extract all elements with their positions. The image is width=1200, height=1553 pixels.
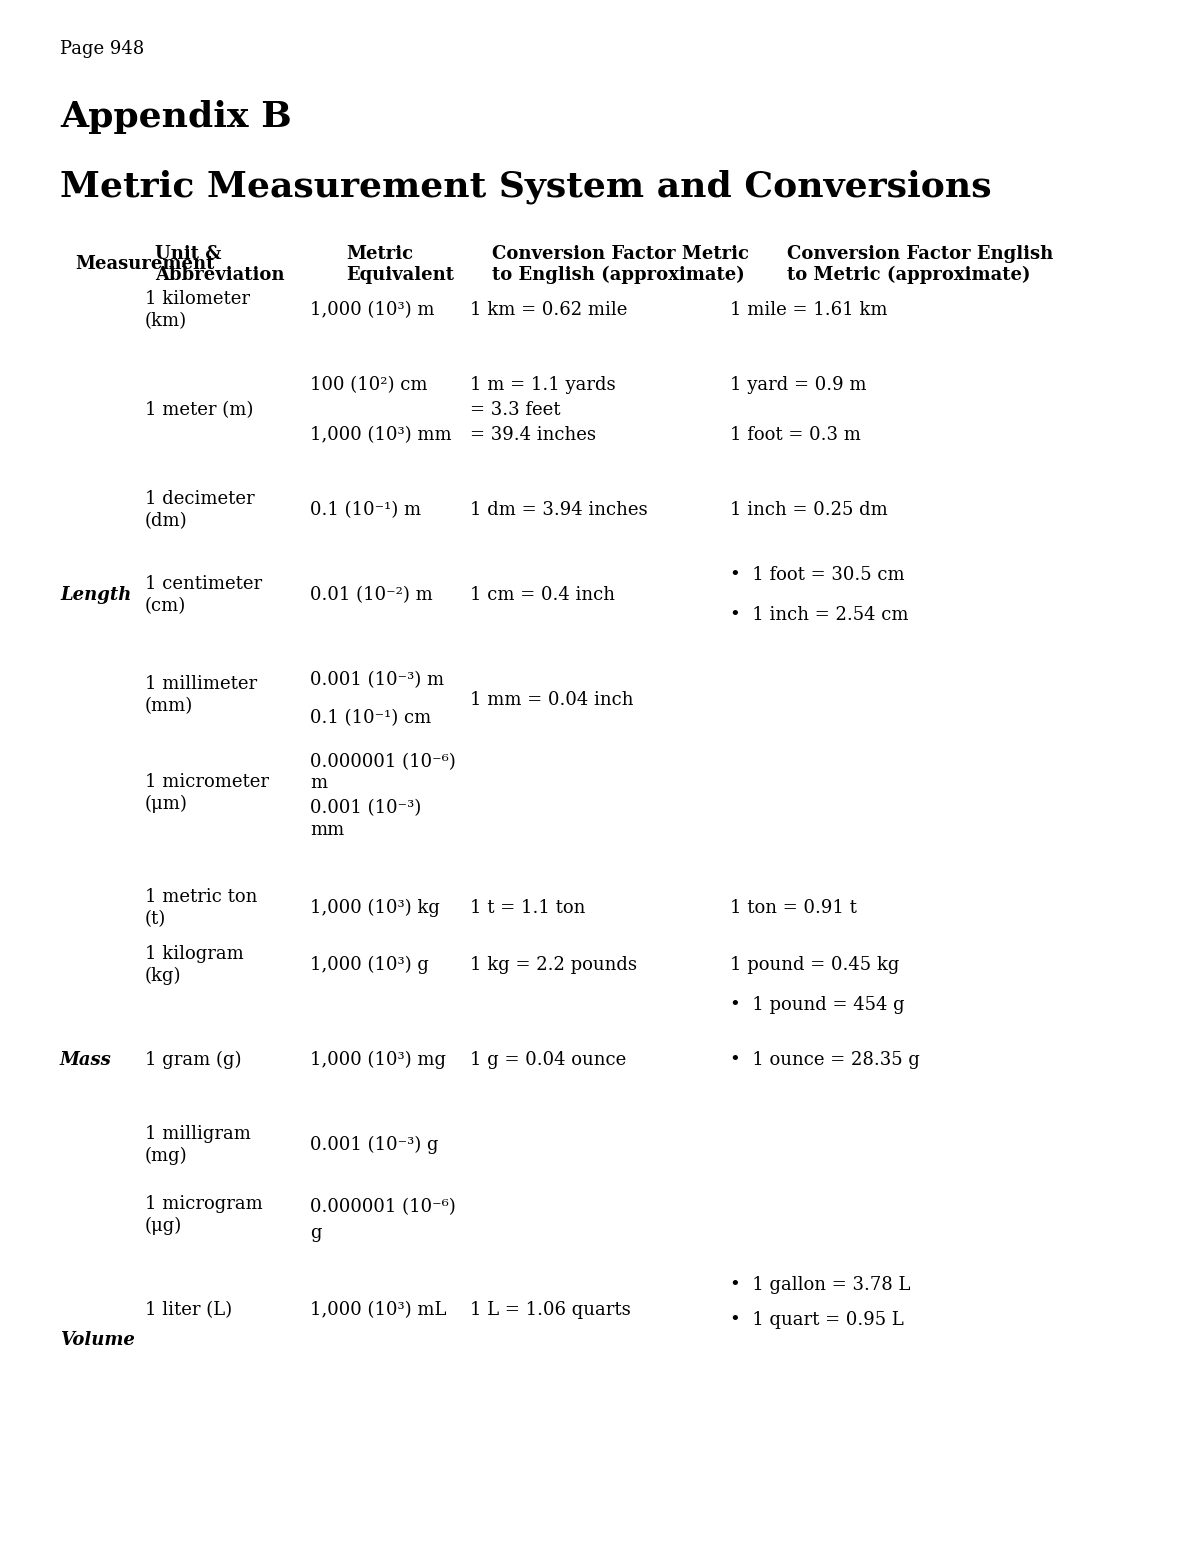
Text: 0.1 (10⁻¹) m: 0.1 (10⁻¹) m xyxy=(310,502,421,519)
Text: 1,000 (10³) mL: 1,000 (10³) mL xyxy=(310,1301,446,1318)
Text: 1 t = 1.1 ton: 1 t = 1.1 ton xyxy=(470,899,586,916)
Text: 1 mile = 1.61 km: 1 mile = 1.61 km xyxy=(730,301,888,318)
Text: (mm): (mm) xyxy=(145,697,193,716)
Text: (μm): (μm) xyxy=(145,795,188,814)
Text: = 3.3 feet: = 3.3 feet xyxy=(470,401,560,419)
Text: Volume: Volume xyxy=(60,1331,134,1350)
Text: 1 foot = 0.3 m: 1 foot = 0.3 m xyxy=(730,426,860,444)
Text: •  1 ounce = 28.35 g: • 1 ounce = 28.35 g xyxy=(730,1051,920,1068)
Text: 1 g = 0.04 ounce: 1 g = 0.04 ounce xyxy=(470,1051,626,1068)
Text: •  1 pound = 454 g: • 1 pound = 454 g xyxy=(730,995,905,1014)
Text: •  1 quart = 0.95 L: • 1 quart = 0.95 L xyxy=(730,1311,904,1329)
Text: = 39.4 inches: = 39.4 inches xyxy=(470,426,596,444)
Text: 1 gram (g): 1 gram (g) xyxy=(145,1051,241,1068)
Text: (cm): (cm) xyxy=(145,598,186,615)
Text: Appendix B: Appendix B xyxy=(60,99,292,134)
Text: 0.000001 (10⁻⁶): 0.000001 (10⁻⁶) xyxy=(310,1197,456,1216)
Text: Conversion Factor Metric
to English (approximate): Conversion Factor Metric to English (app… xyxy=(492,245,749,284)
Text: 1 yard = 0.9 m: 1 yard = 0.9 m xyxy=(730,376,866,394)
Text: 1 inch = 0.25 dm: 1 inch = 0.25 dm xyxy=(730,502,888,519)
Text: 1 millimeter: 1 millimeter xyxy=(145,674,257,693)
Text: 0.001 (10⁻³) g: 0.001 (10⁻³) g xyxy=(310,1135,438,1154)
Text: mm: mm xyxy=(310,822,344,839)
Text: 0.001 (10⁻³) m: 0.001 (10⁻³) m xyxy=(310,671,444,690)
Text: 1 micrometer: 1 micrometer xyxy=(145,773,269,790)
Text: •  1 gallon = 3.78 L: • 1 gallon = 3.78 L xyxy=(730,1277,911,1294)
Text: 1 centimeter: 1 centimeter xyxy=(145,575,262,593)
Text: (km): (km) xyxy=(145,312,187,331)
Text: (μg): (μg) xyxy=(145,1218,182,1235)
Text: Conversion Factor English
to Metric (approximate): Conversion Factor English to Metric (app… xyxy=(787,245,1054,284)
Text: 1 decimeter: 1 decimeter xyxy=(145,489,254,508)
Text: Unit &
Abbreviation: Unit & Abbreviation xyxy=(155,245,284,284)
Text: 1,000 (10³) g: 1,000 (10³) g xyxy=(310,957,428,974)
Text: 1 pound = 0.45 kg: 1 pound = 0.45 kg xyxy=(730,957,899,974)
Text: 1 ton = 0.91 t: 1 ton = 0.91 t xyxy=(730,899,857,916)
Text: 1,000 (10³) mm: 1,000 (10³) mm xyxy=(310,426,451,444)
Text: Metric Measurement System and Conversions: Metric Measurement System and Conversion… xyxy=(60,169,991,205)
Text: 1 mm = 0.04 inch: 1 mm = 0.04 inch xyxy=(470,691,634,710)
Text: (t): (t) xyxy=(145,910,167,929)
Text: 1 L = 1.06 quarts: 1 L = 1.06 quarts xyxy=(470,1301,631,1318)
Text: Mass: Mass xyxy=(60,1051,112,1068)
Text: 100 (10²) cm: 100 (10²) cm xyxy=(310,376,427,394)
Text: 1 cm = 0.4 inch: 1 cm = 0.4 inch xyxy=(470,585,616,604)
Text: (mg): (mg) xyxy=(145,1148,187,1165)
Text: 1,000 (10³) mg: 1,000 (10³) mg xyxy=(310,1051,446,1068)
Text: 1,000 (10³) kg: 1,000 (10³) kg xyxy=(310,899,440,918)
Text: (kg): (kg) xyxy=(145,968,181,985)
Text: 1 dm = 3.94 inches: 1 dm = 3.94 inches xyxy=(470,502,648,519)
Text: •  1 inch = 2.54 cm: • 1 inch = 2.54 cm xyxy=(730,606,908,624)
Text: Length: Length xyxy=(60,585,131,604)
Text: Measurement: Measurement xyxy=(74,255,215,273)
Text: 0.1 (10⁻¹) cm: 0.1 (10⁻¹) cm xyxy=(310,710,431,727)
Text: 1 m = 1.1 yards: 1 m = 1.1 yards xyxy=(470,376,616,394)
Text: Metric
Equivalent: Metric Equivalent xyxy=(346,245,454,284)
Text: m: m xyxy=(310,773,328,792)
Text: g: g xyxy=(310,1224,322,1242)
Text: (dm): (dm) xyxy=(145,512,187,530)
Text: 1 metric ton: 1 metric ton xyxy=(145,888,257,905)
Text: 1 milligram: 1 milligram xyxy=(145,1124,251,1143)
Text: 1 kilometer: 1 kilometer xyxy=(145,290,250,307)
Text: •  1 foot = 30.5 cm: • 1 foot = 30.5 cm xyxy=(730,565,905,584)
Text: 1 microgram: 1 microgram xyxy=(145,1194,263,1213)
Text: 1 kg = 2.2 pounds: 1 kg = 2.2 pounds xyxy=(470,957,637,974)
Text: 0.001 (10⁻³): 0.001 (10⁻³) xyxy=(310,798,421,817)
Text: 0.000001 (10⁻⁶): 0.000001 (10⁻⁶) xyxy=(310,753,456,770)
Text: 0.01 (10⁻²) m: 0.01 (10⁻²) m xyxy=(310,585,433,604)
Text: 1 meter (m): 1 meter (m) xyxy=(145,401,253,419)
Text: 1,000 (10³) m: 1,000 (10³) m xyxy=(310,301,434,318)
Text: Page 948: Page 948 xyxy=(60,40,144,57)
Text: 1 kilogram: 1 kilogram xyxy=(145,944,244,963)
Text: 1 km = 0.62 mile: 1 km = 0.62 mile xyxy=(470,301,628,318)
Text: 1 liter (L): 1 liter (L) xyxy=(145,1301,232,1318)
